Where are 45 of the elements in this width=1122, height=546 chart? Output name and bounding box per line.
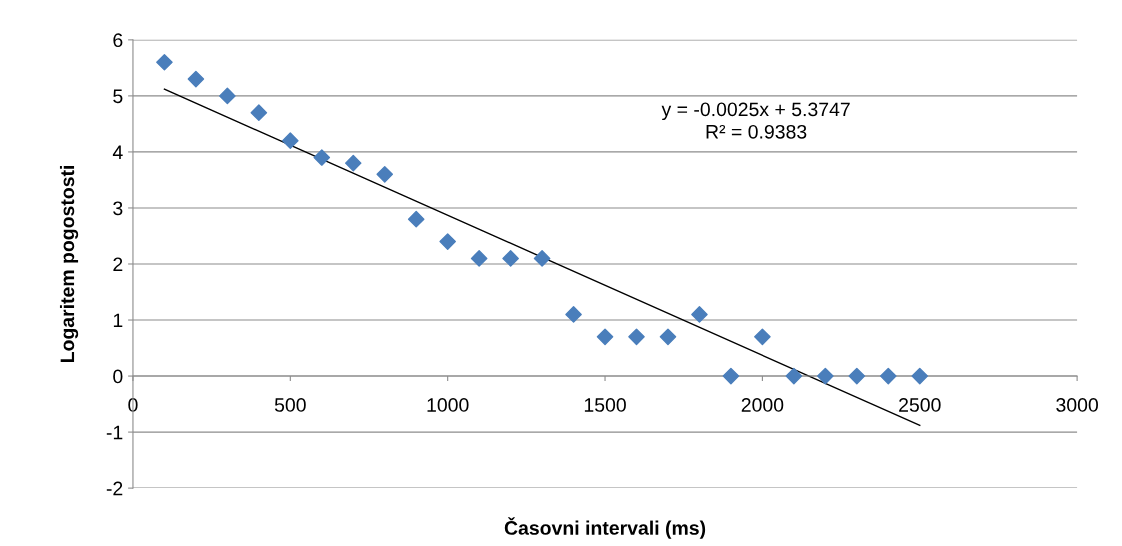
point [376,166,394,183]
point [785,367,803,385]
point [533,250,551,267]
y-tick-label: 2 [113,257,123,272]
x-axis-title: Časovni intervali (ms) [504,517,706,539]
y-tick-label: 5 [113,89,123,104]
point [344,154,362,172]
point [722,367,740,385]
point [470,250,488,267]
point [848,367,866,385]
annotation: R² = 0.9383 [706,124,807,139]
point [596,328,614,346]
point [219,87,236,105]
x-tick-label: 2000 [741,398,784,412]
y-tick-label: 0 [113,369,123,384]
point [502,250,519,267]
x-tick-label: 2500 [899,398,941,412]
point [911,367,929,385]
y-tick-label: 4 [112,145,123,159]
point [407,210,425,228]
x-tick-label: 1000 [427,398,469,412]
x-tick-label: 1500 [584,398,626,412]
point [754,328,771,346]
y-tick-label: 3 [113,201,123,216]
point [879,367,897,385]
y-axis-title: Logaritem pogostosti [59,165,79,363]
annotation: y = -0.0025x + 5.3747 [661,102,850,121]
point [156,53,173,71]
y-tick-label: -2 [106,481,123,496]
point [691,306,708,323]
point [250,104,268,122]
point [628,328,645,346]
x-tick-label: 3000 [1056,398,1098,412]
point [817,367,834,385]
point [565,306,582,323]
point [659,328,677,346]
point [313,149,331,166]
x-tick-label: 500 [274,398,306,412]
x-tick-label: 0 [128,398,138,412]
point [187,70,205,88]
y-tick-label: 1 [113,313,123,328]
y-tick-label: -1 [106,425,123,440]
y-tick-label: 6 [113,33,123,48]
point [439,233,456,250]
point [282,132,299,150]
